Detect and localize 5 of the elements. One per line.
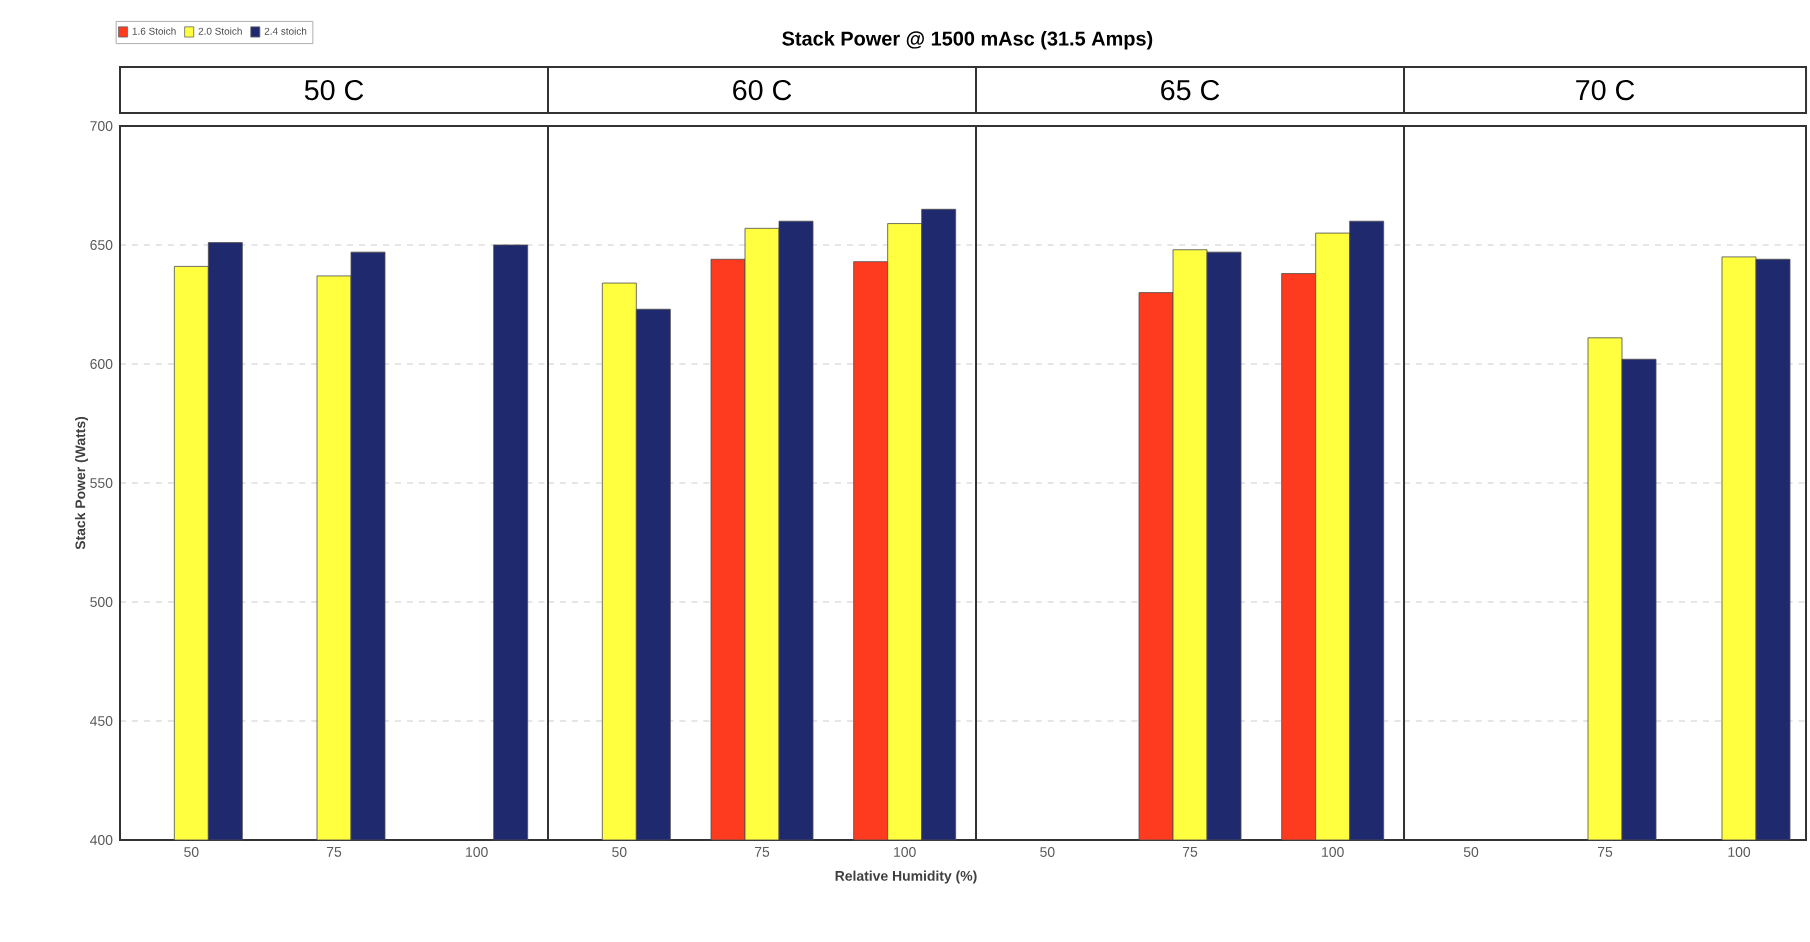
chart-title: 70 C: [1576, 79, 1635, 101]
text: Stack Power @ 1500 mAsc (31.5 Amps): [782, 31, 1153, 50]
chart-title: 60 C: [733, 79, 792, 101]
chart-title: 50 C: [304, 79, 364, 101]
chart-title: 65 C: [1161, 79, 1220, 101]
